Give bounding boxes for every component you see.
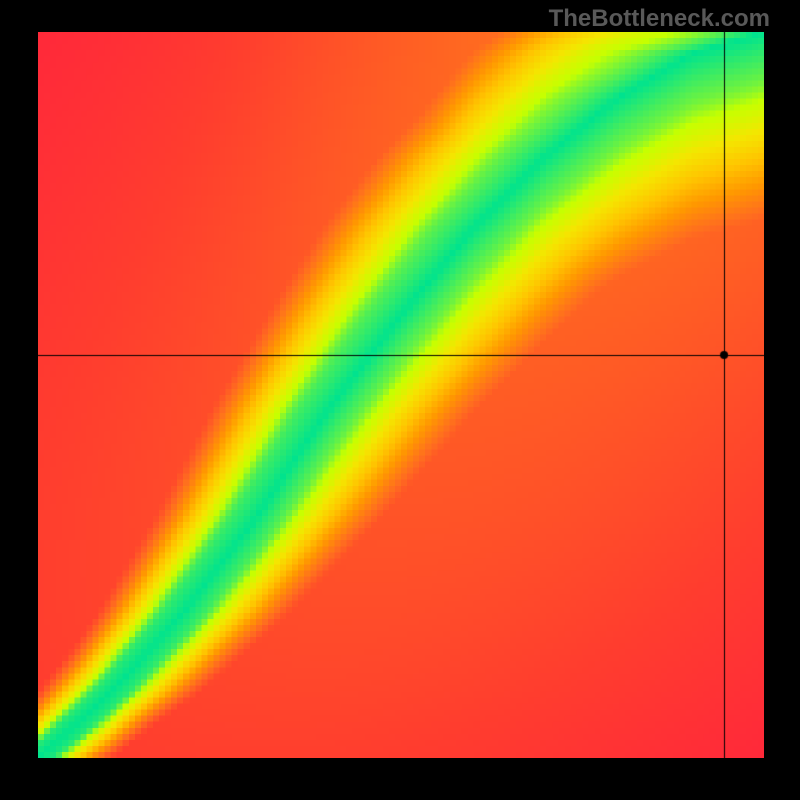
bottleneck-heatmap xyxy=(38,32,764,758)
watermark-text: TheBottleneck.com xyxy=(549,5,770,33)
chart-container: TheBottleneck.com xyxy=(0,0,800,800)
